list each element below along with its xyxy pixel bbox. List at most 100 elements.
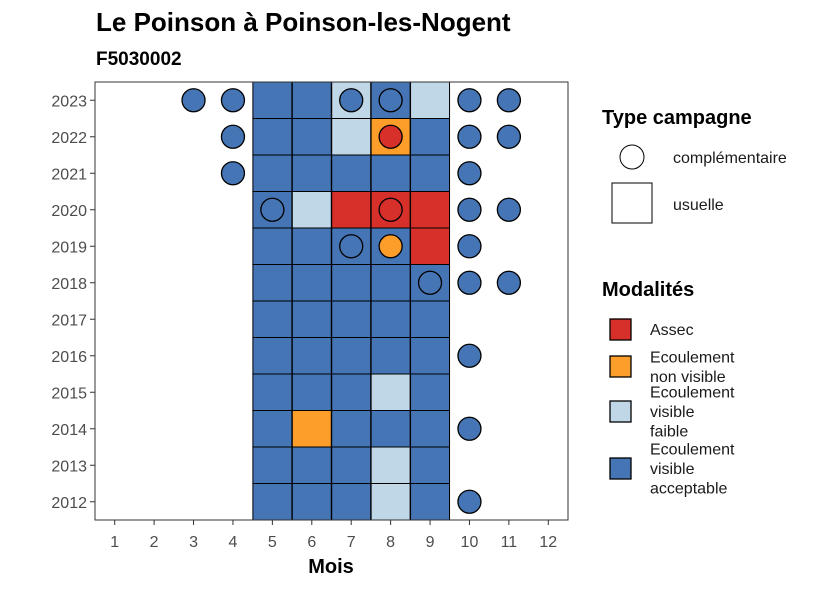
tile-2012-8 (370, 483, 411, 521)
tile-2012-6 (291, 483, 332, 521)
tile-2023-9 (410, 81, 451, 119)
tile-2013-9 (410, 446, 451, 484)
legend-modalite-label-1-0: Ecoulement (650, 349, 735, 366)
legend-modalite-label-1-1: non visible (650, 369, 726, 386)
x-tick-label-5: 5 (268, 534, 277, 551)
point-2020-10 (457, 197, 482, 222)
tile-2014-8 (370, 410, 411, 448)
tile-2018-6 (291, 264, 332, 302)
y-tick-label-2021: 2021 (51, 166, 87, 183)
x-tick-label-8: 8 (386, 534, 395, 551)
x-tick-label-9: 9 (426, 534, 435, 551)
tile-2022-9 (410, 118, 451, 156)
y-tick-label-2016: 2016 (51, 349, 87, 366)
tile-2016-8 (370, 337, 411, 375)
legend-modalite-label-3-0: Ecoulement (650, 442, 735, 459)
tile-2019-9 (410, 227, 451, 265)
y-tick-label-2017: 2017 (51, 312, 87, 329)
tile-2022-6 (291, 118, 332, 156)
y-tick-label-2014: 2014 (51, 422, 87, 439)
point-2023-4 (220, 88, 246, 113)
tile-2014-9 (410, 410, 451, 448)
tile-2017-9 (410, 300, 451, 338)
legend-usuelle-label: usuelle (673, 197, 724, 214)
tile-2017-8 (370, 300, 411, 338)
chart-title: Le Poinson à Poinson-les-Nogent (96, 7, 511, 37)
y-tick-label-2023: 2023 (51, 93, 87, 110)
point-2023-8 (378, 88, 403, 113)
tile-2016-6 (291, 337, 332, 375)
point-2023-3 (181, 88, 206, 113)
tile-2015-9 (410, 373, 451, 411)
legend-modalite-label-3-2: acceptable (650, 481, 727, 498)
legend-key-2 (609, 400, 632, 423)
tile-2014-5 (252, 410, 293, 448)
tile-2019-6 (291, 227, 332, 265)
point-2023-10 (457, 88, 482, 113)
point-2020-5 (260, 197, 285, 222)
legend-circle-key (619, 144, 645, 170)
legend-complementaire-label: complémentaire (673, 150, 787, 167)
x-tick-label-1: 1 (110, 534, 119, 551)
tile-2012-7 (331, 483, 372, 521)
point-2018-11 (496, 270, 522, 295)
tile-2021-9 (410, 154, 451, 192)
tile-2016-9 (410, 337, 451, 375)
tile-2012-9 (410, 483, 451, 521)
point-2018-10 (457, 270, 482, 295)
point-2020-8 (378, 197, 403, 222)
point-2021-10 (457, 161, 482, 186)
tile-2023-6 (291, 81, 332, 119)
point-2023-7 (339, 88, 364, 113)
tile-2016-7 (331, 337, 372, 375)
legend-modalite-label-2-0: Ecoulement (650, 385, 735, 402)
point-2014-10 (457, 416, 482, 441)
point-2018-9 (417, 270, 443, 295)
tile-2018-8 (370, 264, 411, 302)
point-2022-4 (220, 124, 246, 149)
y-tick-label-2013: 2013 (51, 458, 87, 475)
plot-frame (94, 81, 569, 521)
tile-2013-8 (370, 446, 411, 484)
tile-2018-5 (252, 264, 293, 302)
x-tick-label-12: 12 (539, 534, 557, 551)
point-2019-8 (378, 234, 403, 259)
point-2012-10 (457, 489, 482, 514)
point-2020-11 (496, 197, 522, 222)
x-tick-label-7: 7 (347, 534, 356, 551)
legend-modalite-label-2-2: faible (650, 424, 688, 441)
chart-subtitle: F5030002 (96, 49, 182, 70)
tile-2014-6 (291, 410, 332, 448)
point-2019-7 (339, 234, 364, 259)
tile-2020-6 (291, 191, 332, 229)
point-2022-11 (496, 124, 522, 149)
point-2021-4 (220, 161, 246, 186)
axes: 2023 2022 2021 2020 2019 2018 2017 2016 2015 2014… (51, 93, 557, 551)
tile-2022-5 (252, 118, 293, 156)
tile-2020-7 (331, 191, 372, 229)
y-tick-label-2012: 2012 (51, 495, 87, 512)
tile-2013-7 (331, 446, 372, 484)
point-2023-11 (496, 88, 522, 113)
x-axis-title: Mois (308, 556, 354, 578)
tile-2015-8 (370, 373, 411, 411)
tile-2013-5 (252, 446, 293, 484)
point-2022-10 (457, 124, 482, 149)
y-tick-label-2018: 2018 (51, 276, 87, 293)
legend-key-1 (609, 355, 632, 378)
tile-2021-6 (291, 154, 332, 192)
y-tick-label-2015: 2015 (51, 385, 87, 402)
tile-2016-5 (252, 337, 293, 375)
tile-2018-9 (410, 264, 451, 302)
y-tick-label-2019: 2019 (51, 239, 87, 256)
tile-2021-5 (252, 154, 293, 192)
legend-square-key (611, 182, 653, 224)
tile-2018-7 (331, 264, 372, 302)
point-2016-10 (457, 343, 482, 368)
tile-2021-8 (370, 154, 411, 192)
x-tick-label-2: 2 (150, 534, 159, 551)
plot-area (181, 81, 522, 521)
tile-2017-7 (331, 300, 372, 338)
tile-2015-7 (331, 373, 372, 411)
